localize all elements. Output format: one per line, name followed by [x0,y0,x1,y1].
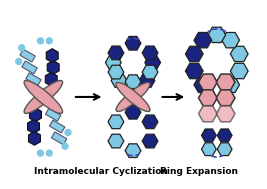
Polygon shape [142,134,158,148]
Ellipse shape [116,82,150,112]
Polygon shape [230,63,248,79]
Polygon shape [199,74,217,90]
Polygon shape [29,108,41,122]
Polygon shape [108,115,124,129]
Polygon shape [199,106,217,122]
Polygon shape [45,108,61,121]
Circle shape [37,38,43,44]
Polygon shape [216,106,235,122]
Polygon shape [145,56,160,69]
Polygon shape [194,33,212,48]
Polygon shape [216,74,235,90]
Polygon shape [222,77,239,92]
Polygon shape [46,49,58,63]
Text: Intramolecular Cyclization: Intramolecular Cyclization [34,167,167,176]
Polygon shape [222,33,239,48]
Ellipse shape [24,81,62,113]
Polygon shape [29,131,40,145]
Polygon shape [142,46,158,60]
Circle shape [62,143,68,149]
Polygon shape [125,144,141,157]
Ellipse shape [24,81,62,113]
Polygon shape [47,60,59,74]
Polygon shape [194,77,212,92]
Polygon shape [230,46,248,62]
Polygon shape [28,120,40,133]
Polygon shape [202,129,216,142]
Circle shape [65,129,71,135]
Circle shape [46,150,52,156]
Polygon shape [111,74,127,88]
Polygon shape [185,63,203,79]
Polygon shape [216,90,235,106]
Polygon shape [125,81,141,95]
Polygon shape [49,120,65,133]
Circle shape [19,45,25,51]
Polygon shape [125,105,141,119]
Polygon shape [20,49,35,62]
Polygon shape [125,36,141,50]
Polygon shape [26,73,41,86]
Text: Ring Expansion: Ring Expansion [160,167,238,176]
Polygon shape [202,143,216,156]
Polygon shape [208,27,226,43]
Polygon shape [108,46,124,60]
Polygon shape [108,65,124,79]
Polygon shape [45,72,57,86]
Polygon shape [142,65,158,79]
Polygon shape [142,115,158,129]
Polygon shape [108,134,124,148]
Polygon shape [52,132,67,145]
Polygon shape [125,75,141,88]
Circle shape [16,59,22,64]
Polygon shape [217,129,232,142]
Polygon shape [217,143,232,156]
Circle shape [37,150,43,156]
Polygon shape [185,46,203,62]
Polygon shape [199,90,217,106]
Circle shape [46,38,52,44]
Polygon shape [22,61,37,74]
Polygon shape [139,74,155,88]
Ellipse shape [116,82,150,112]
Polygon shape [105,56,121,69]
